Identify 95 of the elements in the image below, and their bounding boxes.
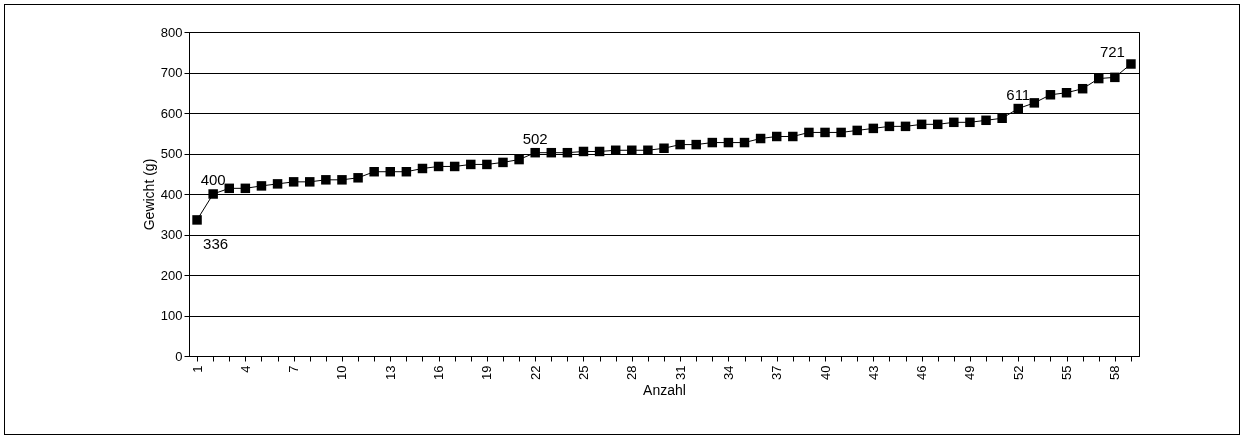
point [739, 137, 750, 148]
data-label: 400 [200, 171, 226, 188]
point [514, 154, 524, 165]
x-tick-label: 1 [189, 365, 205, 373]
point [530, 147, 540, 158]
point [1126, 59, 1136, 69]
y-tick-label: 100 [160, 308, 183, 323]
x-tick-label: 22 [527, 365, 543, 380]
y-tick-label: 400 [160, 186, 183, 202]
point [804, 127, 814, 138]
point [771, 131, 782, 142]
data-label: 721 [1099, 43, 1125, 60]
point [949, 117, 959, 128]
point [643, 145, 653, 155]
point [578, 146, 589, 157]
point [353, 173, 363, 183]
y-tick-label: 0 [175, 348, 183, 364]
point [900, 121, 911, 132]
point [707, 137, 718, 148]
x-tick-label: 34 [720, 365, 736, 380]
point [546, 147, 557, 158]
data-label: 611 [1006, 85, 1031, 103]
y-tick-label: 800 [160, 24, 183, 40]
x-tick-label: 16 [431, 365, 447, 380]
point [932, 119, 943, 130]
y-tick-label: 600 [160, 105, 183, 121]
point [675, 139, 685, 150]
point [417, 163, 428, 174]
point [288, 177, 299, 187]
point [594, 146, 605, 157]
point [788, 131, 798, 142]
point [1077, 83, 1088, 94]
point [852, 125, 862, 136]
point [224, 183, 234, 194]
point [498, 157, 508, 168]
point [401, 166, 412, 177]
point [820, 127, 830, 138]
point [1110, 72, 1120, 83]
x-tick-label: 4 [237, 365, 253, 373]
point [562, 147, 573, 158]
point [1013, 103, 1023, 114]
point [627, 145, 637, 155]
x-axis-title: Anzahl [643, 381, 686, 398]
x-tick-label: 25 [575, 365, 591, 380]
y-axis-title: Gewicht (g) [140, 158, 157, 231]
x-tick-label: 49 [962, 365, 978, 380]
x-tick-label: 37 [769, 365, 785, 380]
y-tick-label: 700 [160, 65, 183, 80]
point [466, 159, 476, 170]
x-tick-label: 31 [672, 365, 688, 380]
x-tick-label: 58 [1107, 365, 1123, 380]
x-tick-label: 7 [286, 365, 302, 373]
point [305, 177, 315, 187]
x-tick-label: 28 [624, 365, 640, 380]
x-tick-label: 43 [865, 365, 881, 380]
point [433, 161, 444, 172]
y-tick-label: 200 [160, 267, 183, 283]
y-tick-label: 300 [160, 227, 183, 242]
x-tick-label: 13 [382, 365, 398, 380]
point [965, 117, 975, 128]
y-tick-label: 500 [160, 146, 183, 161]
point [884, 121, 895, 132]
x-tick-label: 19 [479, 365, 495, 380]
point [755, 133, 766, 144]
point [337, 175, 347, 185]
point [482, 159, 492, 170]
point [836, 127, 846, 138]
point [192, 215, 202, 225]
point [369, 166, 379, 177]
x-tick-label: 10 [334, 365, 350, 380]
point [321, 175, 331, 185]
point [449, 161, 460, 172]
point [1045, 90, 1056, 100]
point [256, 181, 267, 191]
data-label: 502 [522, 129, 548, 147]
point [691, 139, 701, 150]
x-tick-label: 46 [914, 365, 930, 380]
point [659, 143, 669, 153]
point [1094, 73, 1104, 84]
point [208, 189, 218, 199]
data-label: 336 [203, 234, 229, 252]
point [723, 137, 734, 148]
point [981, 115, 991, 126]
point [916, 119, 927, 130]
point [385, 166, 396, 177]
x-tick-label: 55 [1059, 365, 1075, 380]
point [1029, 98, 1040, 108]
x-tick-label: 40 [817, 365, 833, 380]
point [1061, 88, 1072, 98]
point [610, 145, 621, 155]
point [997, 113, 1007, 124]
x-tick-label: 52 [1010, 365, 1026, 380]
point [272, 179, 283, 189]
point [868, 123, 879, 134]
point [240, 183, 251, 194]
